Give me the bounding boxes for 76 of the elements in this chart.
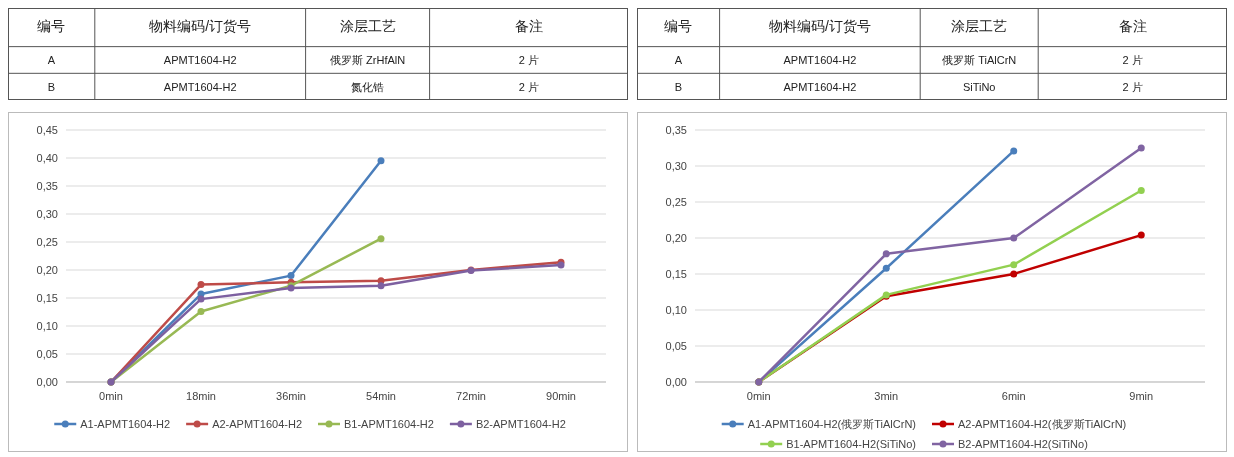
text: 涂层工艺	[951, 18, 1008, 35]
text: 物料编码/订货号	[768, 18, 871, 35]
point	[1010, 147, 1018, 155]
legend-label: B1-APMT1604-H2(SiTiNo)	[786, 438, 916, 450]
y-tick-label: 0,00	[665, 376, 687, 388]
x-tick-label: 3min	[874, 390, 899, 402]
x-tick-label: 90min	[546, 390, 576, 402]
x-tick-label: 9min	[1129, 390, 1154, 402]
point	[1137, 231, 1145, 239]
y-tick-label: 0,15	[665, 268, 687, 280]
y-tick-label: 0,05	[36, 348, 58, 360]
x-tick-label: 6min	[1001, 390, 1026, 402]
point	[197, 281, 205, 289]
text: 2 片	[1122, 80, 1143, 93]
y-tick-label: 0,35	[665, 124, 687, 136]
text: 氮化锆	[351, 80, 385, 93]
text: 2 片	[518, 53, 539, 66]
x-tick-label: 36min	[276, 390, 306, 402]
text: 编号	[664, 18, 693, 35]
legend-label: B1-APMT1604-H2	[344, 418, 434, 430]
text: 备注	[1118, 18, 1147, 35]
y-tick-label: 0,10	[36, 320, 58, 332]
x-tick-label: 54min	[366, 390, 396, 402]
legend-label: A2-APMT1604-H2(俄罗斯TiAlCrN)	[958, 418, 1127, 430]
y-tick-label: 0,30	[665, 160, 687, 172]
text: A	[47, 53, 56, 66]
text: 俄罗斯 ZrHfAlN	[330, 53, 406, 66]
point	[1137, 186, 1145, 194]
point	[1010, 270, 1018, 278]
legend-label: A1-APMT1604-H2	[80, 418, 171, 430]
y-tick-label: 0,25	[36, 236, 58, 248]
point	[287, 272, 295, 280]
text: 2 片	[1122, 53, 1143, 66]
y-tick-label: 0,45	[36, 124, 58, 136]
point	[377, 157, 385, 165]
text: 编号	[37, 18, 66, 35]
point	[197, 307, 205, 315]
x-tick-label: 18min	[186, 390, 216, 402]
x-tick-label: 0min	[99, 390, 123, 402]
y-tick-label: 0,00	[36, 376, 58, 388]
y-tick-label: 0,20	[665, 232, 687, 244]
text: SiTiNo	[962, 80, 996, 93]
text: 俄罗斯 TiAlCrN	[942, 53, 1017, 66]
text: B	[674, 80, 682, 93]
text: 2 片	[518, 80, 539, 93]
point	[1010, 261, 1018, 269]
point	[197, 295, 205, 303]
text: APMT1604-H2	[783, 53, 857, 66]
x-tick-label: 0min	[746, 390, 771, 402]
legend-label: B2-APMT1604-H2	[475, 418, 566, 430]
text: B	[47, 80, 56, 93]
text: APMT1604-H2	[163, 80, 237, 93]
x-tick-label: 72min	[456, 390, 486, 402]
y-tick-label: 0,15	[36, 292, 58, 304]
legend-label: A1-APMT1604-H2(俄罗斯TiAlCrN)	[747, 418, 916, 430]
y-tick-label: 0,10	[665, 304, 687, 316]
point	[1137, 144, 1145, 152]
legend-label: B2-APMT1604-H2(SiTiNo)	[958, 438, 1088, 450]
point	[882, 264, 890, 272]
point	[377, 235, 385, 243]
legend-label: A2-APMT1604-H2	[212, 418, 302, 430]
text: 备注	[514, 18, 543, 35]
point	[882, 250, 890, 258]
y-tick-label: 0,25	[665, 196, 687, 208]
y-tick-label: 0,30	[36, 208, 58, 220]
point	[377, 282, 385, 290]
y-tick-label: 0,20	[36, 264, 58, 276]
text: APMT1604-H2	[783, 80, 857, 93]
point	[1010, 234, 1018, 242]
text: 涂层工艺	[339, 18, 396, 35]
y-tick-label: 0,05	[665, 340, 687, 352]
y-tick-label: 0,35	[36, 180, 58, 192]
text: A	[674, 53, 683, 66]
text: 物料编码/订货号	[149, 18, 252, 35]
y-tick-label: 0,40	[36, 152, 58, 164]
text: APMT1604-H2	[163, 53, 237, 66]
